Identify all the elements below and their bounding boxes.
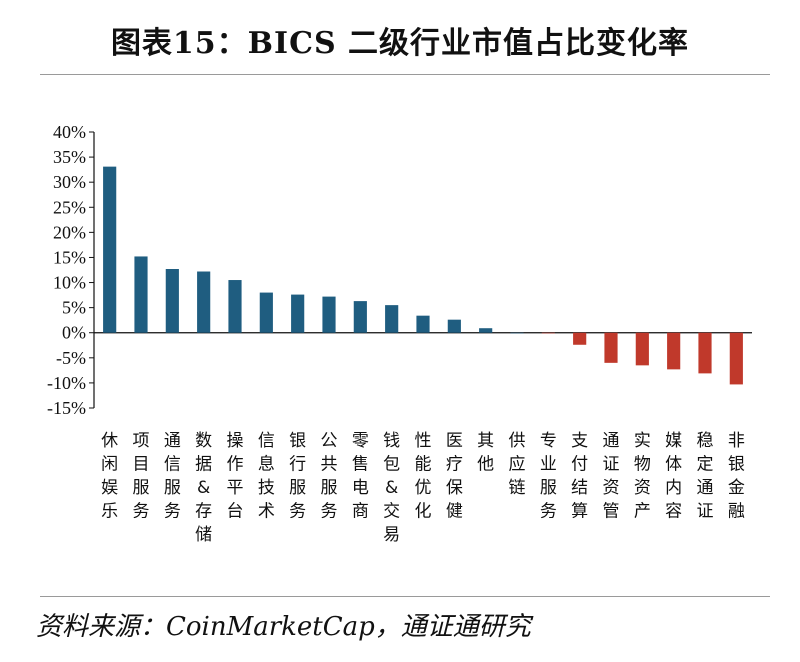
y-tick-label: 35% — [53, 147, 86, 167]
bar — [197, 271, 211, 333]
x-category-label: 媒体内容 — [665, 431, 682, 522]
x-category-label: 供应链 — [509, 431, 526, 498]
y-tick-label: -15% — [47, 398, 86, 418]
x-category-label: 性能优化 — [415, 431, 432, 522]
x-category-label: 项目服务 — [133, 431, 150, 522]
bar-chart: 40% 35% 30% 25% 20% 15% 10% 5% 0% -5% -10% -15% 休闲娱… — [47, 122, 752, 545]
bar — [165, 269, 179, 333]
chart-title: 图表15：BICS 二级行业市值占比变化率 — [110, 26, 690, 61]
bar — [573, 332, 587, 345]
y-tick-label: 5% — [62, 298, 86, 318]
y-tick-labels: 40% 35% 30% 25% 20% 15% 10% 5% 0% -5% -10% -15% — [47, 122, 86, 418]
x-category-label: 通证资管 — [603, 431, 620, 522]
y-tick-label: 10% — [53, 273, 86, 293]
x-category-label: 银行服务 — [289, 431, 306, 522]
bar — [541, 332, 555, 334]
x-category-label: 操作平台 — [227, 431, 244, 522]
y-tick-label: -5% — [56, 348, 86, 368]
bar — [447, 319, 461, 333]
bar — [353, 301, 367, 333]
x-category-label: 数据&存储 — [195, 431, 212, 545]
y-tick-label: -10% — [47, 373, 86, 393]
bar — [604, 332, 618, 363]
chart-axes — [89, 131, 752, 409]
bar — [291, 294, 305, 333]
bar — [698, 332, 712, 374]
bar — [385, 305, 399, 333]
x-category-label: 零售电商 — [352, 431, 369, 522]
title-divider — [40, 74, 770, 75]
bar — [729, 332, 743, 385]
bar — [667, 332, 681, 370]
footer-divider — [40, 596, 770, 597]
y-tick-label: 25% — [53, 197, 86, 217]
x-category-label: 其他 — [477, 431, 494, 475]
y-tick-label: 30% — [53, 172, 86, 192]
x-category-label: 钱包&交易 — [383, 431, 400, 545]
bar — [228, 280, 242, 333]
bar — [635, 332, 649, 366]
x-category-label: 通信服务 — [164, 431, 181, 522]
x-category-label: 信息技术 — [258, 431, 275, 522]
bar — [479, 328, 493, 333]
x-category-label: 支付结算 — [571, 431, 588, 522]
bar — [510, 332, 524, 334]
y-tick-label: 15% — [53, 247, 86, 267]
y-tick-label: 0% — [62, 323, 86, 343]
source-note: 资料来源：CoinMarketCap，通证通研究 — [36, 612, 531, 642]
bar — [103, 166, 117, 333]
bar — [259, 292, 273, 333]
x-category-label: 非银金融 — [728, 431, 745, 522]
bar-group — [103, 166, 743, 385]
y-tick-label: 40% — [53, 122, 86, 142]
bar — [322, 296, 336, 333]
x-category-labels: 休闲娱乐项目服务通信服务数据&存储操作平台信息技术银行服务公共服务零售电商钱包&… — [101, 431, 745, 545]
x-category-label: 实物资产 — [634, 431, 651, 522]
y-tick-label: 20% — [53, 222, 86, 242]
x-category-label: 稳定通证 — [697, 431, 714, 522]
x-category-label: 专业服务 — [540, 431, 557, 522]
x-category-label: 公共服务 — [321, 431, 338, 522]
bar — [416, 315, 430, 333]
bar — [134, 256, 148, 333]
x-category-label: 医疗保健 — [446, 431, 463, 522]
x-category-label: 休闲娱乐 — [101, 431, 118, 522]
